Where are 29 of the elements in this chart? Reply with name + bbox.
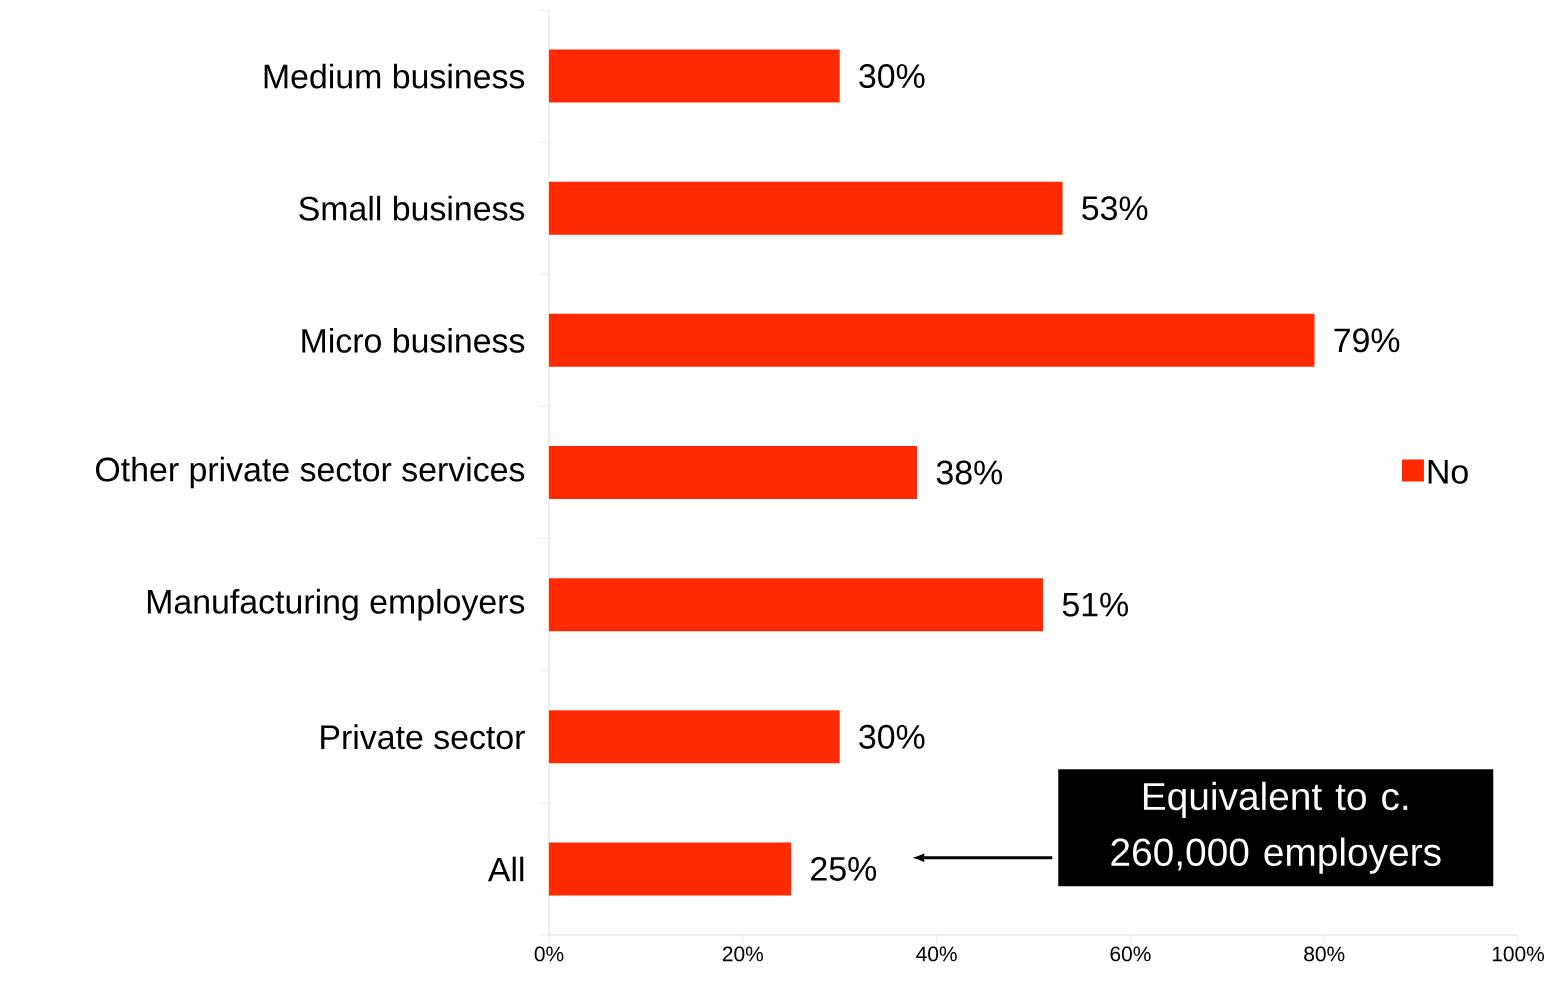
data-label: 38% (936, 460, 1003, 485)
data-label: 51% (1062, 592, 1128, 617)
bar (549, 842, 792, 896)
x-tick-label: 20% (722, 946, 763, 962)
y-tick-label: Private sector (321, 724, 525, 750)
data-label: 25% (811, 856, 877, 881)
bar (549, 578, 1044, 632)
x-tick-label: 60% (1110, 946, 1151, 962)
x-tick-label: 100% (1492, 946, 1545, 962)
y-tick-label: Small business (299, 195, 525, 221)
x-tick-label: 0% (534, 946, 564, 962)
data-label: 30% (859, 724, 925, 749)
y-tick-label: Other private sector services (96, 456, 525, 489)
annotation: Equivalent to c. 260,000 employers (1111, 781, 1441, 874)
x-tick-label: 40% (916, 946, 957, 962)
y-tick-label: Manufacturing employers (147, 588, 525, 621)
bar (549, 313, 1315, 367)
bar (549, 181, 1063, 235)
data-label: 53% (1082, 196, 1148, 221)
y-tick-label: Micro business (302, 327, 525, 353)
data-label: 30% (859, 64, 925, 89)
x-tick-label: 80% (1304, 946, 1345, 962)
legend-label: No (1428, 460, 1468, 484)
bar (549, 446, 918, 500)
data-label: 79% (1334, 328, 1400, 353)
bar (549, 49, 840, 103)
y-tick-label: Medium business (264, 63, 525, 89)
bar (549, 710, 840, 764)
y-tick-label: All (487, 856, 524, 882)
